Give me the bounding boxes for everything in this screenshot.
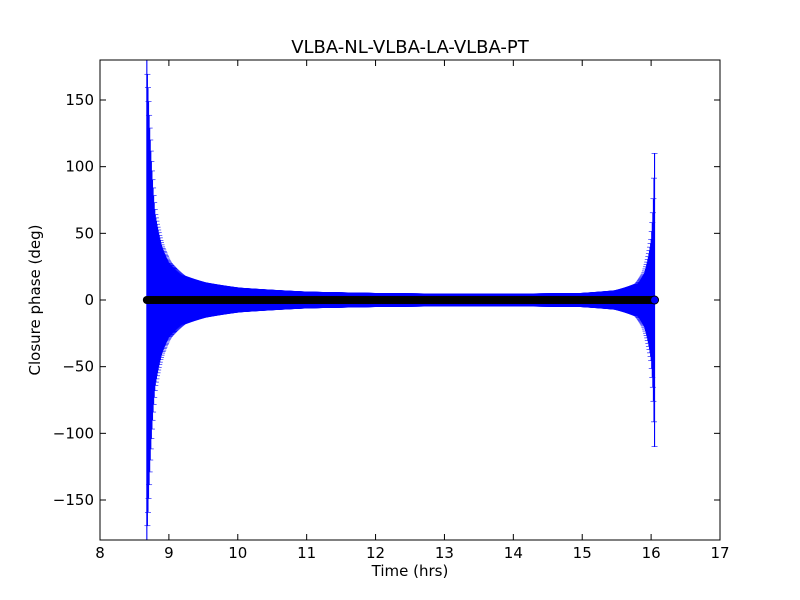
x-tick-label: 13 (435, 544, 454, 562)
y-axis-label: Closure phase (deg) (26, 225, 44, 376)
y-tick-label: 50 (75, 224, 94, 242)
x-tick-label: 16 (642, 544, 661, 562)
x-tick-label: 11 (297, 544, 316, 562)
data-point-end (650, 295, 660, 305)
x-tick-label: 17 (710, 544, 729, 562)
x-tick-label: 12 (366, 544, 385, 562)
y-tick-label: 100 (65, 158, 94, 176)
x-axis-label: Time (hrs) (371, 562, 449, 580)
x-tick-label: 9 (164, 544, 174, 562)
y-tick-label: 150 (65, 91, 94, 109)
y-tick-label: 0 (84, 291, 94, 309)
y-tick-label: −100 (53, 424, 94, 442)
y-tick-label: −150 (53, 491, 94, 509)
x-tick-label: 15 (573, 544, 592, 562)
x-tick-label: 14 (504, 544, 523, 562)
x-tick-label: 8 (95, 544, 105, 562)
x-tick-label: 10 (228, 544, 247, 562)
chart-title: VLBA-NL-VLBA-LA-VLBA-PT (291, 37, 530, 58)
y-tick-label: −50 (62, 358, 94, 376)
